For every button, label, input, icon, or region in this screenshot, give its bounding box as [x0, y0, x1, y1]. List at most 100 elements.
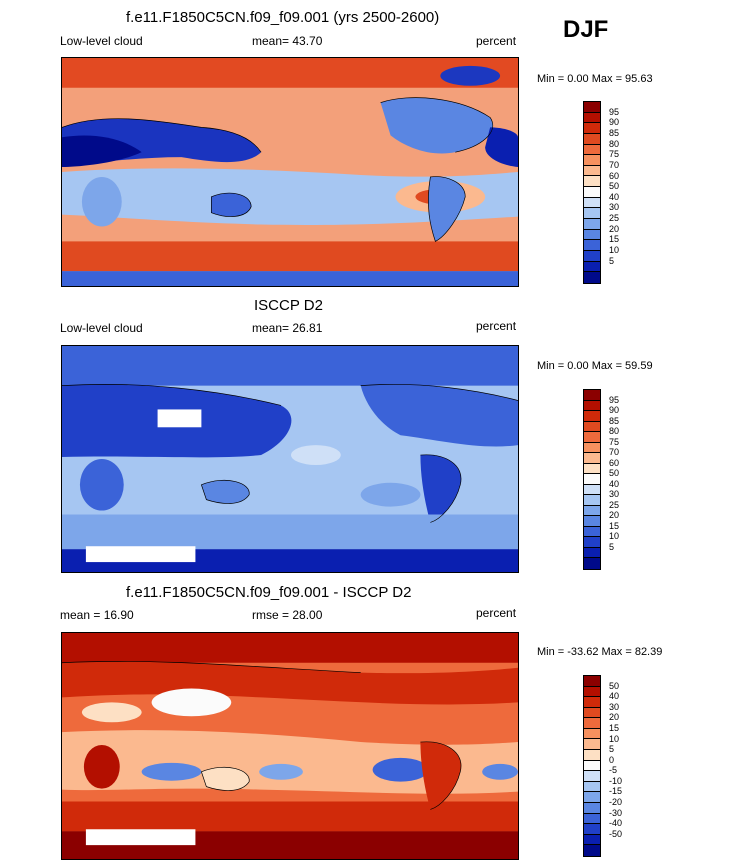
panel-1-left-label: Low-level cloud [60, 34, 143, 48]
colorbar-tick-label: -50 [609, 828, 623, 839]
colorbar-tick-label: 5 [609, 255, 615, 266]
colorbar-tick-label: 25 [609, 499, 620, 510]
colorbar-tick-label: 85 [609, 415, 620, 426]
colorbar-segment [584, 771, 600, 782]
colorbar-tick-label: 80 [609, 426, 620, 437]
colorbar-tick-label: 75 [609, 436, 620, 447]
colorbar-tick-label: 40 [609, 478, 620, 489]
colorbar-segment [584, 824, 600, 835]
colorbar-segment [584, 144, 600, 156]
panel-3-title: f.e11.F1850C5CN.f09_f09.001 - ISCCP D2 [126, 584, 412, 601]
colorbar-tick-label: 40 [609, 191, 620, 202]
colorbar-segment [584, 229, 600, 241]
colorbar-segment [584, 474, 600, 485]
panel-2-units-label: percent [476, 319, 517, 333]
colorbar-tick-label: 50 [609, 181, 620, 192]
colorbar-tick-label: 70 [609, 447, 620, 458]
panel-1-minmax: Min = 0.00 Max = 95.63 [537, 73, 653, 85]
colorbar-segment [584, 718, 600, 729]
colorbar-segment [584, 813, 600, 825]
colorbar-segment [584, 834, 600, 846]
colorbar-tick-label: 60 [609, 170, 620, 181]
colorbar-segment [584, 463, 600, 475]
colorbar-segment [584, 261, 600, 273]
colorbar-tick-label: 30 [609, 701, 620, 712]
colorbar-tick-label: 15 [609, 234, 620, 245]
colorbar-segment [584, 547, 600, 559]
colorbar-tick-label: 40 [609, 691, 620, 702]
colorbar-tick-label: 70 [609, 159, 620, 170]
colorbar-segment [584, 133, 600, 145]
colorbar-segment [584, 495, 600, 506]
colorbar-segment [584, 187, 600, 198]
colorbar-tick-label: 30 [609, 489, 620, 500]
colorbar-tick-label: 5 [609, 744, 615, 755]
colorbar-tick-label: 80 [609, 138, 620, 149]
colorbar-segment [584, 400, 600, 412]
colorbar-tick-label: 20 [609, 712, 620, 723]
panel-1-mean-label: mean= 43.70 [252, 34, 323, 48]
colorbar-tick-label: 75 [609, 149, 620, 160]
panel-2-colorbar [583, 389, 601, 570]
colorbar-segment [584, 390, 600, 401]
colorbar-tick-label: 20 [609, 510, 620, 521]
colorbar-segment [584, 432, 600, 443]
colorbar-segment [584, 697, 600, 708]
colorbar-segment [584, 792, 600, 803]
colorbar-tick-label: 10 [609, 733, 620, 744]
colorbar-segment [584, 781, 600, 793]
colorbar-segment [584, 537, 600, 548]
colorbar-segment [584, 411, 600, 422]
colorbar-tick-label: 95 [609, 394, 620, 405]
colorbar-segment [584, 250, 600, 262]
colorbar-tick-label: 50 [609, 680, 620, 691]
colorbar-tick-label: 85 [609, 127, 620, 138]
colorbar-segment [584, 728, 600, 740]
colorbar-tick-label: 90 [609, 117, 620, 128]
colorbar-segment [584, 240, 600, 251]
colorbar-segment [584, 558, 600, 569]
colorbar-segment [584, 484, 600, 496]
colorbar-tick-label: 15 [609, 520, 620, 531]
colorbar-tick-label: -40 [609, 818, 623, 829]
colorbar-tick-label: 10 [609, 531, 620, 542]
panel-1-colorbar [583, 101, 601, 284]
colorbar-tick-label: 95 [609, 106, 620, 117]
colorbar-tick-label: -20 [609, 797, 623, 808]
colorbar-segment [584, 760, 600, 772]
season-label: DJF [563, 16, 609, 43]
colorbar-segment [584, 208, 600, 220]
colorbar-segment [584, 739, 600, 751]
colorbar-segment [584, 686, 600, 698]
colorbar-segment [584, 750, 600, 761]
panel-3-minmax: Min = -33.62 Max = 82.39 [537, 646, 663, 658]
colorbar-segment [584, 505, 600, 517]
colorbar-segment [584, 165, 600, 177]
panel-1-map [61, 57, 519, 287]
colorbar-segment [584, 176, 600, 188]
panel-3-rmse-label: rmse = 28.00 [252, 608, 323, 622]
panel-3-units-label: percent [476, 606, 517, 620]
colorbar-segment [584, 102, 600, 113]
colorbar-segment [584, 453, 600, 464]
colorbar-tick-label: 0 [609, 754, 615, 765]
panel-1-title: f.e11.F1850C5CN.f09_f09.001 (yrs 2500-26… [126, 9, 440, 26]
colorbar-segment [584, 676, 600, 687]
panel-1-units-label: percent [476, 34, 517, 48]
colorbar-tick-label: 5 [609, 541, 615, 552]
colorbar-tick-label: -30 [609, 807, 623, 818]
colorbar-segment [584, 526, 600, 538]
colorbar-tick-label: 30 [609, 202, 620, 213]
panel-2-title: ISCCP D2 [254, 297, 323, 314]
panel-2-map [61, 345, 519, 573]
panel-3-map [61, 632, 519, 860]
colorbar-tick-label: 90 [609, 405, 620, 416]
panel-2-minmax: Min = 0.00 Max = 59.59 [537, 360, 653, 372]
panel-2-left-label: Low-level cloud [60, 321, 143, 335]
panel-2-mean-label: mean= 26.81 [252, 321, 323, 335]
colorbar-tick-label: 20 [609, 223, 620, 234]
colorbar-segment [584, 123, 600, 134]
colorbar-tick-label: 10 [609, 245, 620, 256]
panel-3-mean-label: mean = 16.90 [60, 608, 134, 622]
colorbar-segment [584, 516, 600, 527]
